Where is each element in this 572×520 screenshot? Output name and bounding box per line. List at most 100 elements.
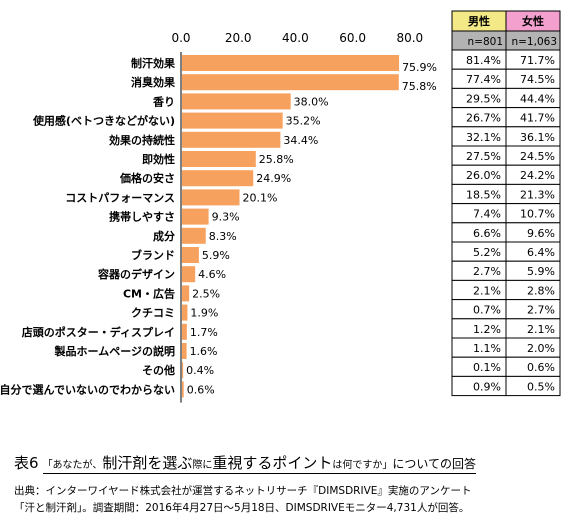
male-value: 32.1% bbox=[466, 131, 501, 144]
data-label: 35.2% bbox=[286, 115, 321, 128]
male-value: 77.4% bbox=[466, 73, 501, 86]
category-label: クチコミ bbox=[131, 307, 175, 320]
bar bbox=[182, 381, 184, 398]
bar bbox=[182, 304, 188, 321]
x-tick-label: 20.0 bbox=[225, 31, 252, 45]
data-label: 34.4% bbox=[283, 134, 318, 147]
data-label: 0.6% bbox=[187, 383, 215, 396]
caption-question: 「あなたが、制汗剤を選ぶ際に重視するポイントは何ですか」についての回答 bbox=[42, 453, 477, 474]
x-axis-ticks: 0.0 20.0 40.0 60.0 80.0 bbox=[171, 31, 423, 45]
caption-number: 6 bbox=[29, 454, 39, 472]
caption-tail: についての回答 bbox=[392, 457, 477, 471]
male-value: 6.6% bbox=[473, 227, 501, 240]
female-value: 9.6% bbox=[527, 227, 555, 240]
female-n: n=1,063 bbox=[511, 36, 557, 48]
male-value: 2.7% bbox=[473, 265, 501, 278]
female-value: 2.8% bbox=[527, 284, 555, 297]
female-header: 女性 bbox=[522, 14, 544, 28]
category-label: 製品ホームページの説明 bbox=[54, 344, 175, 358]
category-label: 店頭のポスター・ディスプレイ bbox=[22, 325, 175, 339]
female-value: 36.1% bbox=[520, 131, 555, 144]
bar bbox=[182, 227, 206, 244]
bar bbox=[182, 55, 400, 71]
bar bbox=[182, 266, 196, 283]
bar bbox=[182, 323, 187, 340]
female-value: 71.7% bbox=[520, 54, 555, 67]
data-label: 75.8% bbox=[402, 80, 437, 93]
female-value: 41.7% bbox=[520, 112, 555, 125]
category-label: 携帯しやすさ bbox=[109, 210, 175, 224]
caption-part4: ポイント bbox=[272, 454, 333, 472]
data-label: 24.9% bbox=[256, 172, 291, 185]
male-value: 27.5% bbox=[466, 150, 501, 163]
bar bbox=[182, 74, 399, 91]
female-value: 0.6% bbox=[527, 361, 555, 374]
category-label: 価格の安さ bbox=[119, 171, 175, 185]
bars bbox=[182, 55, 400, 398]
bar bbox=[182, 189, 240, 206]
chart-area: 0.0 20.0 40.0 60.0 80.0 制汗効果消臭効果香り使用感(ベトつきなど… bbox=[0, 10, 561, 403]
bar bbox=[182, 93, 291, 110]
female-value: 2.0% bbox=[527, 342, 555, 355]
caption-prefix: 表 bbox=[14, 454, 30, 472]
data-label: 20.1% bbox=[242, 191, 277, 204]
data-label: 4.6% bbox=[198, 268, 226, 281]
female-value: 0.5% bbox=[527, 380, 555, 393]
male-value: 1.2% bbox=[473, 323, 501, 336]
data-label: 25.8% bbox=[259, 153, 294, 166]
bar bbox=[182, 151, 256, 167]
female-value: 2.1% bbox=[527, 323, 555, 336]
category-label: 自分で選んでいないのでわからない bbox=[0, 382, 175, 396]
caption-part2: 際に bbox=[192, 460, 213, 471]
source-line-2: 「汗と制汗剤」。調査期間：2016年4月27日～5月18日、DIMSDRIVEモ… bbox=[14, 502, 470, 514]
x-tick-label: 60.0 bbox=[339, 31, 366, 45]
gender-table: 男性 女性 n=801 n=1,063 81.4% 71.7% 77.4% 74.5% 29.5… bbox=[451, 10, 561, 397]
x-tick-label: 40.0 bbox=[282, 31, 309, 45]
male-value: 5.2% bbox=[473, 246, 501, 259]
bar bbox=[182, 112, 283, 129]
male-value: 7.4% bbox=[473, 208, 501, 221]
female-value: 44.4% bbox=[520, 92, 555, 105]
female-value: 6.4% bbox=[527, 246, 555, 259]
category-label: 成分 bbox=[153, 229, 175, 243]
data-labels: 75.9% 75.8% 38.0% 35.2% 34.4% 25.8% 24.9% 20.1%… bbox=[186, 61, 437, 396]
data-label: 0.4% bbox=[186, 364, 214, 377]
source-line-1: 出典：インターワイヤード株式会社が運営するネットリサーチ『DIMSDRIVE』実… bbox=[14, 485, 472, 497]
data-label: 1.6% bbox=[190, 345, 218, 358]
category-label: 効果の持続性 bbox=[109, 133, 175, 147]
male-value: 0.9% bbox=[473, 380, 501, 393]
male-value: 0.1% bbox=[473, 361, 501, 374]
female-value: 2.7% bbox=[527, 304, 555, 317]
x-tick-label: 0.0 bbox=[171, 31, 190, 45]
male-n: n=801 bbox=[468, 36, 504, 48]
data-label: 9.3% bbox=[212, 211, 240, 224]
category-label: 消臭効果 bbox=[131, 75, 175, 89]
category-label: 即効性 bbox=[142, 152, 175, 166]
category-label: 容器のデザイン bbox=[97, 267, 175, 281]
male-value: 0.7% bbox=[473, 304, 501, 317]
caption-q-close: は何ですか」 bbox=[332, 460, 393, 471]
female-value: 24.2% bbox=[520, 169, 555, 182]
bar bbox=[182, 131, 281, 148]
bar bbox=[182, 170, 254, 187]
bar bbox=[182, 343, 187, 359]
bar bbox=[182, 208, 209, 225]
category-label: CM・広告 bbox=[123, 286, 175, 300]
data-label: 2.5% bbox=[192, 287, 220, 300]
female-value: 10.7% bbox=[520, 208, 555, 221]
category-label: その他 bbox=[142, 363, 175, 377]
female-value: 74.5% bbox=[520, 73, 555, 86]
category-label: ブランド bbox=[131, 248, 175, 262]
male-value: 2.1% bbox=[473, 284, 501, 297]
bar bbox=[182, 362, 184, 379]
caption-part1: 制汗剤を選ぶ bbox=[102, 454, 193, 472]
male-value: 29.5% bbox=[466, 92, 501, 105]
category-label: 制汗効果 bbox=[131, 56, 175, 70]
male-value: 26.0% bbox=[466, 169, 501, 182]
data-label: 8.3% bbox=[209, 230, 237, 243]
female-value: 24.5% bbox=[520, 150, 555, 163]
caption-q-open: 「あなたが、 bbox=[42, 460, 103, 471]
male-value: 1.1% bbox=[473, 342, 501, 355]
x-tick-label: 80.0 bbox=[396, 31, 423, 45]
